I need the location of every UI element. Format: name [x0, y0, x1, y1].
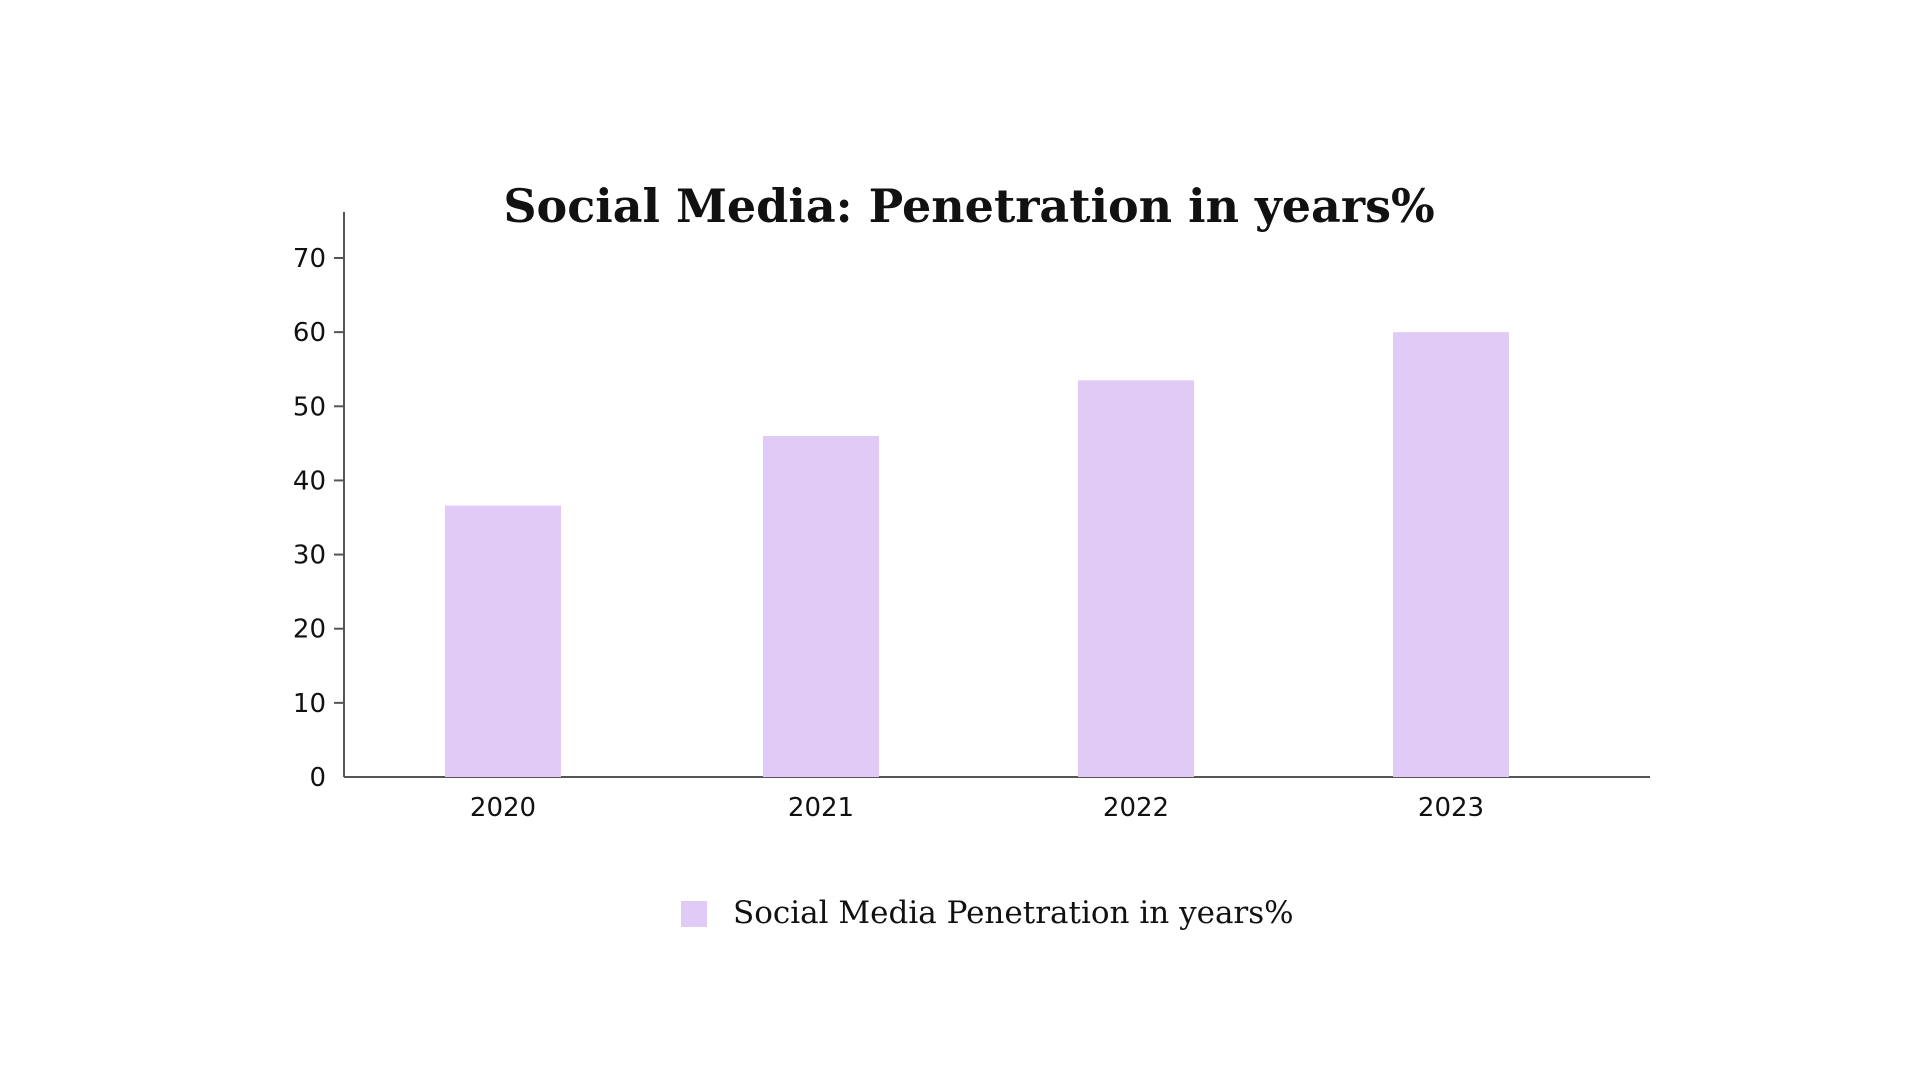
y-tick-label: 50: [293, 392, 326, 422]
bar-2021: [763, 435, 879, 777]
y-tick-label: 20: [293, 615, 326, 645]
y-axis: 0 10 20 30 40 50 60 70: [293, 212, 345, 793]
y-tick-label: 40: [293, 466, 326, 496]
x-tick-label: 2022: [1103, 793, 1169, 823]
bar-series: [445, 332, 1509, 777]
y-tick-label: 30: [293, 541, 326, 571]
legend-label: Social Media Penetration in years%: [733, 895, 1294, 931]
y-tick-label: 60: [293, 318, 326, 348]
bar-2022: [1078, 380, 1194, 777]
x-axis: 2020 2021 2022 2023: [344, 776, 1650, 823]
legend-swatch: [681, 901, 707, 927]
y-tick-label: 0: [309, 763, 326, 793]
y-tick-label: 10: [293, 689, 326, 719]
y-tick-label: 70: [293, 244, 326, 274]
x-tick-label: 2021: [788, 793, 854, 823]
chart-title: Social Media: Penetration in years%: [503, 179, 1434, 233]
x-tick-label: 2023: [1418, 793, 1484, 823]
bar-2023: [1393, 332, 1509, 777]
x-tick-label: 2020: [470, 793, 536, 823]
legend: Social Media Penetration in years%: [681, 895, 1294, 931]
bar-2020: [445, 505, 561, 777]
